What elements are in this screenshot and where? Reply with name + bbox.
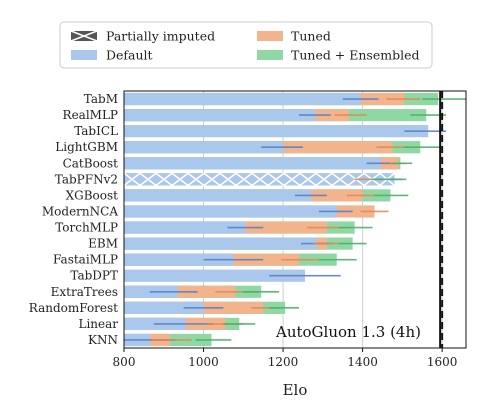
category-label-linear: Linear xyxy=(78,317,118,331)
bar-default-tabicl xyxy=(124,125,429,138)
category-label-tabdpt: TabDPT xyxy=(70,269,118,283)
category-label-catboost: CatBoost xyxy=(63,156,119,170)
legend: Partially imputed Tuned Default Tuned + … xyxy=(59,21,433,69)
category-label-torchmlp: TorchMLP xyxy=(55,221,118,235)
category-label-modernnca: ModernNCA xyxy=(42,204,118,218)
x-axis-title: Elo xyxy=(283,381,308,399)
bar-default-tabdpt xyxy=(124,269,305,282)
bar-default-xgboost xyxy=(124,189,311,202)
legend-item-tuned: Tuned xyxy=(257,29,331,44)
x-axis-ticks: 800 1000 1200 1400 1600 xyxy=(113,348,458,369)
legend-swatch-imputed xyxy=(70,30,98,42)
bar-default-fastaimlp xyxy=(124,253,234,266)
chart-annotation: AutoGluon 1.3 (4h) xyxy=(275,323,421,341)
error-bars-layer xyxy=(124,98,466,341)
legend-label-imputed: Partially imputed xyxy=(106,29,215,44)
bar-default-realmlp xyxy=(124,108,315,122)
category-label-knn: KNN xyxy=(88,333,118,347)
legend-label-default: Default xyxy=(106,48,153,63)
bar-default-torchmlp xyxy=(124,221,246,234)
legend-item-ensembled: Tuned + Ensembled xyxy=(257,48,420,63)
reference-lines-layer xyxy=(439,91,444,348)
category-label-randomforest: RandomForest xyxy=(29,301,118,315)
legend-label-ensembled: Tuned + Ensembled xyxy=(291,48,420,63)
x-tick-label-1400: 1400 xyxy=(347,355,378,369)
legend-swatch-ensembled xyxy=(257,50,283,60)
category-label-tabpfnv2: TabPFNv2 xyxy=(55,172,118,186)
x-tick-label-1600: 1600 xyxy=(427,355,458,369)
legend-item-default: Default xyxy=(71,48,153,63)
bar-default-lightgbm xyxy=(124,141,284,154)
category-label-tabicl: TabICL xyxy=(74,124,118,138)
legend-item-imputed: Partially imputed xyxy=(70,29,215,44)
category-label-ebm: EBM xyxy=(88,237,118,251)
bar-default-randomforest xyxy=(124,301,204,314)
bar-default-ebm xyxy=(124,237,317,250)
legend-swatch-tuned xyxy=(257,31,283,41)
category-label-extratrees: ExtraTrees xyxy=(51,285,118,299)
category-label-realmlp: RealMLP xyxy=(63,108,118,122)
category-label-tabm: TabM xyxy=(84,92,118,106)
bar-default-catboost xyxy=(124,157,381,170)
legend-swatch-default xyxy=(71,50,97,60)
legend-label-tuned: Tuned xyxy=(291,29,331,44)
category-label-fastaimlp: FastaiMLP xyxy=(53,253,118,267)
legend-frame xyxy=(59,21,433,69)
plot-frame xyxy=(123,90,467,349)
bar-default-tabm xyxy=(124,92,361,106)
x-tick-label-800: 800 xyxy=(113,355,136,369)
category-label-xgboost: XGBoost xyxy=(66,188,119,202)
category-labels: TabM RealMLP TabICL LightGBM CatBoost TabPFNv… xyxy=(29,92,119,347)
x-tick-label-1200: 1200 xyxy=(268,355,299,369)
x-tick-label-1000: 1000 xyxy=(188,355,219,369)
category-label-lightgbm: LightGBM xyxy=(55,140,118,154)
bar-default-modernnca xyxy=(124,205,337,218)
